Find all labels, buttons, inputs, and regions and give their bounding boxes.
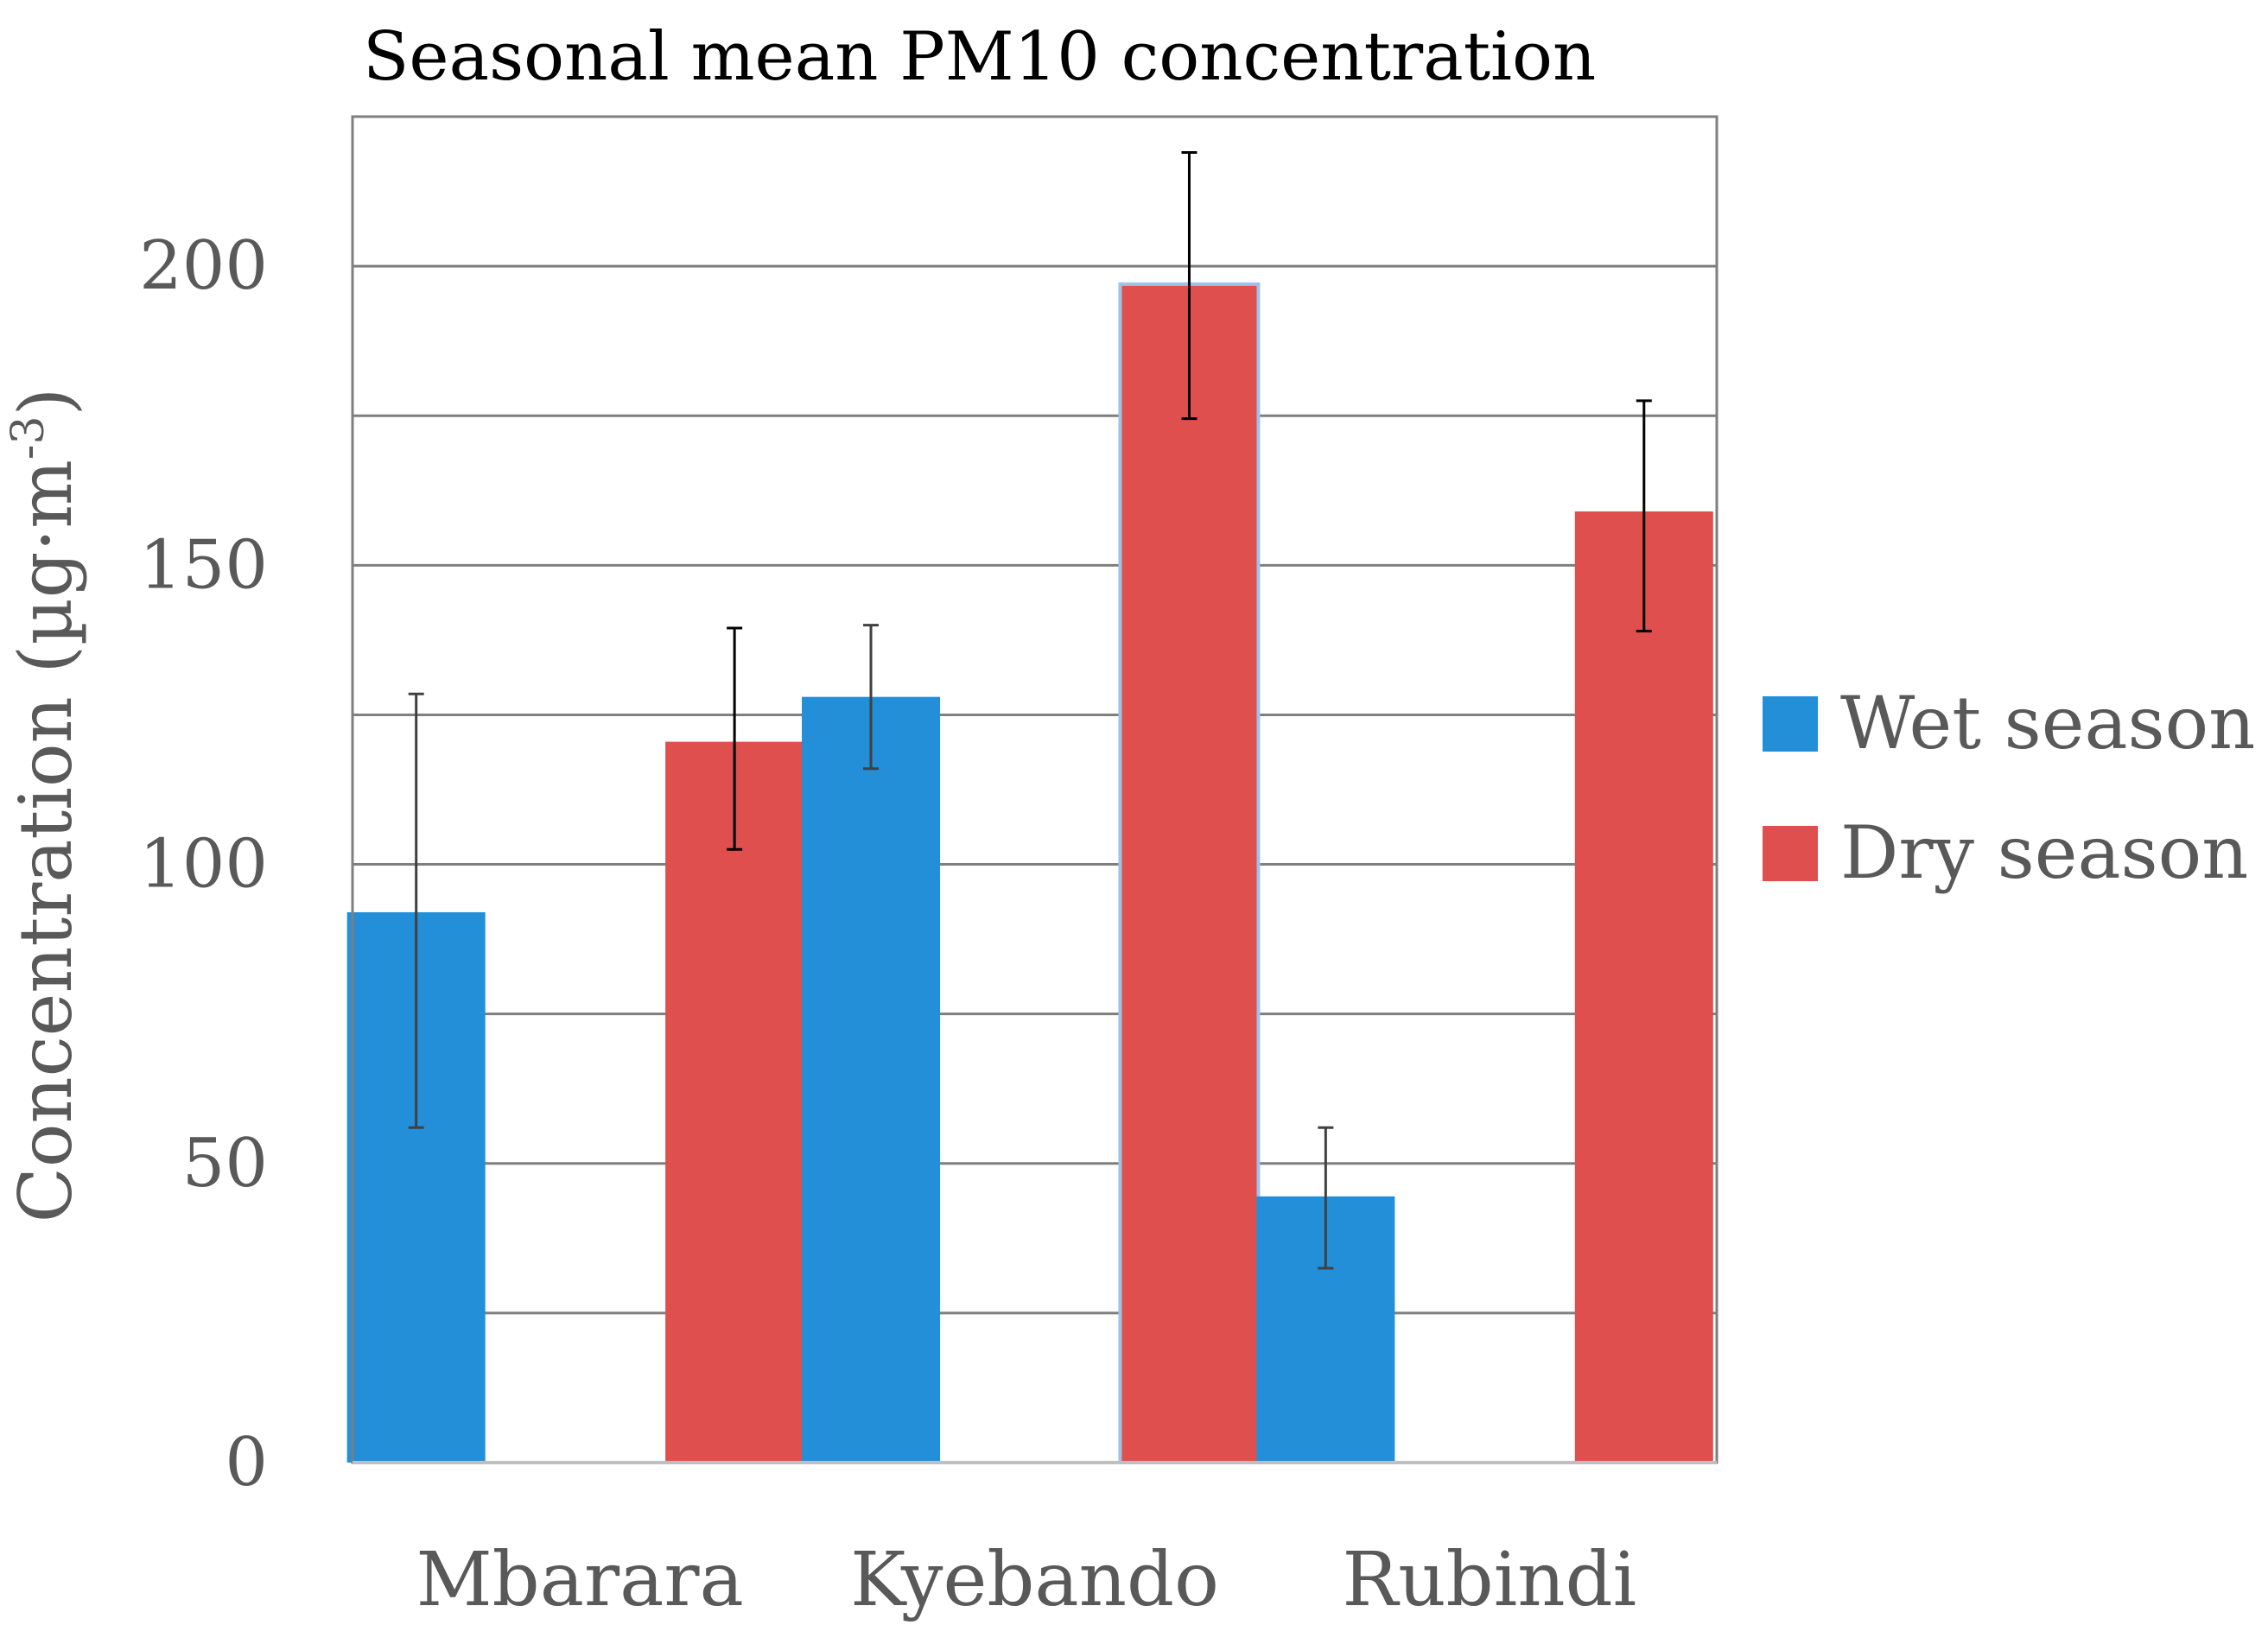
category-label-mbarara: Mbarara [416,1537,744,1623]
bar-kyebando-dry-season [1118,282,1261,1465]
error-bar-mbarara-wet-season [408,692,424,1129]
error-bar-kyebando-wet-season [863,624,880,771]
bar-kyebando-wet-season [802,696,941,1463]
category-label-rubindi: Rubindi [1343,1537,1637,1623]
y-tick-label-200: 200 [139,227,268,305]
category-labels: Mbarara Kyebando Rubindi [416,1537,1637,1623]
y-axis-label: Concentration (µg·m-3) [3,388,88,1223]
bars [346,282,1713,1465]
legend: Wet season Dry season [1763,681,2255,895]
y-axis-label-close: ) [3,388,88,416]
legend-swatch-dry-season [1763,826,1818,881]
error-bar-rubindi-dry-season [1636,399,1652,633]
bar-rubindi-dry-season [1574,511,1713,1463]
y-tick-label-100: 100 [139,826,268,904]
error-bar-kyebando-dry-season [1181,151,1198,421]
legend-label-wet-season: Wet season [1840,681,2255,765]
chart-title: Seasonal mean PM10 concentration [363,18,1596,96]
y-axis-label-main: Concentration (µg·m [3,460,88,1222]
error-bar-mbarara-dry-season [727,626,743,851]
y-axis-label-superscript: -3 [3,416,54,460]
error-bars [408,151,1652,1270]
legend-swatch-wet-season [1763,696,1818,752]
legend-label-dry-season: Dry season [1840,810,2248,895]
category-label-kyebando: Kyebando [850,1537,1219,1623]
gridlines [353,264,1717,1315]
y-tick-label-150: 150 [139,526,268,604]
bar-mbarara-dry-season [665,741,804,1463]
plot-frame [351,115,1718,1464]
y-tick-label-0: 0 [225,1424,268,1501]
y-tick-label-50: 50 [182,1125,268,1203]
y-tick-labels: 0 50 100 150 200 [139,227,268,1501]
error-bar-rubindi-wet-season [1318,1126,1334,1270]
